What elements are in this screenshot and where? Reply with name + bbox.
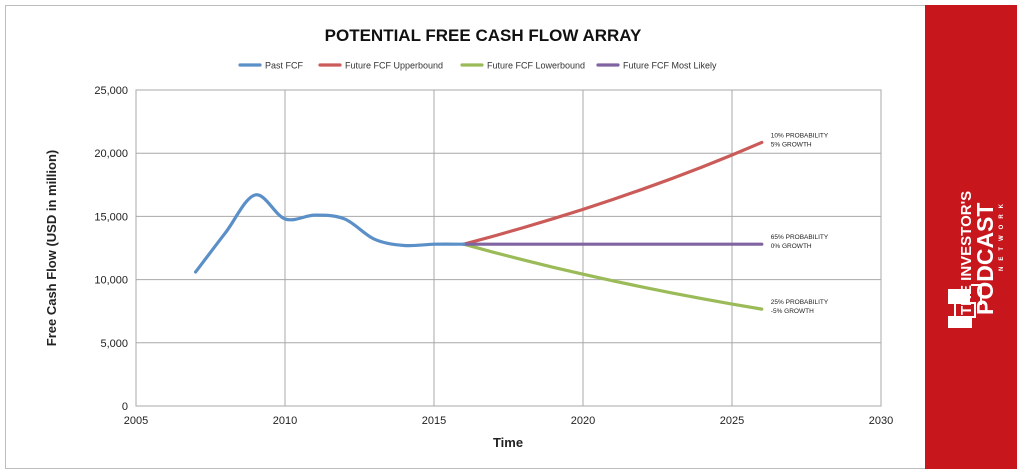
fcf-line-chart: 0 5,000 10,000 15,000 20,000 25,000 2005 2010 20… xyxy=(44,26,893,450)
x-tick-label: 2015 xyxy=(422,415,446,427)
chart-title: POTENTIAL FREE CASH FLOW ARRAY xyxy=(325,26,642,45)
x-tick-label: 2010 xyxy=(273,415,297,427)
series-line-future-fcf-lowerbound xyxy=(462,242,764,311)
x-tick-label: 2005 xyxy=(124,415,148,427)
series-line-future-fcf-upperbound xyxy=(462,140,764,246)
annotation-label: -5% GROWTH xyxy=(771,308,814,315)
y-tick-label: 15,000 xyxy=(94,211,128,223)
y-axis-title: Free Cash Flow (USD in million) xyxy=(44,150,59,346)
legend-label-future-fcf-most-likely: Future FCF Most Likely xyxy=(623,61,717,71)
investors-podcast-logo: THE INVESTOR'S PODCAST NETWORK xyxy=(948,191,1005,328)
annotation-label: 10% PROBABILITY xyxy=(771,132,829,139)
y-tick-label: 5,000 xyxy=(100,338,128,350)
podcast-book-icon xyxy=(948,284,982,328)
brand-panel: THE INVESTOR'S PODCAST NETWORK xyxy=(925,5,1017,469)
y-tick-label: 25,000 xyxy=(94,85,128,97)
brand-line-1: THE INVESTOR'S xyxy=(958,191,975,315)
y-tick-label: 20,000 xyxy=(94,148,128,160)
annotation-label: 65% PROBABILITY xyxy=(771,234,829,241)
legend-label-past-fcf: Past FCF xyxy=(265,61,304,71)
x-tick-label: 2020 xyxy=(571,415,595,427)
x-tick-label: 2030 xyxy=(869,415,893,427)
x-tick-label: 2025 xyxy=(720,415,744,427)
series-line-past-fcf xyxy=(194,193,466,274)
brand-line-3: NETWORK xyxy=(999,198,1005,271)
annotation-label: 25% PROBABILITY xyxy=(771,299,829,306)
legend-label-future-fcf-lowerbound: Future FCF Lowerbound xyxy=(487,61,585,71)
y-tick-label: 10,000 xyxy=(94,275,128,287)
plot-area xyxy=(135,89,882,407)
annotation-label: 5% GROWTH xyxy=(771,141,812,148)
y-tick-label: 0 xyxy=(122,401,128,413)
legend-label-future-fcf-upperbound: Future FCF Upperbound xyxy=(345,61,443,71)
brand-line-2: PODCAST xyxy=(972,203,998,315)
x-axis-title: Time xyxy=(493,435,523,450)
annotation-label: 0% GROWTH xyxy=(771,243,812,250)
